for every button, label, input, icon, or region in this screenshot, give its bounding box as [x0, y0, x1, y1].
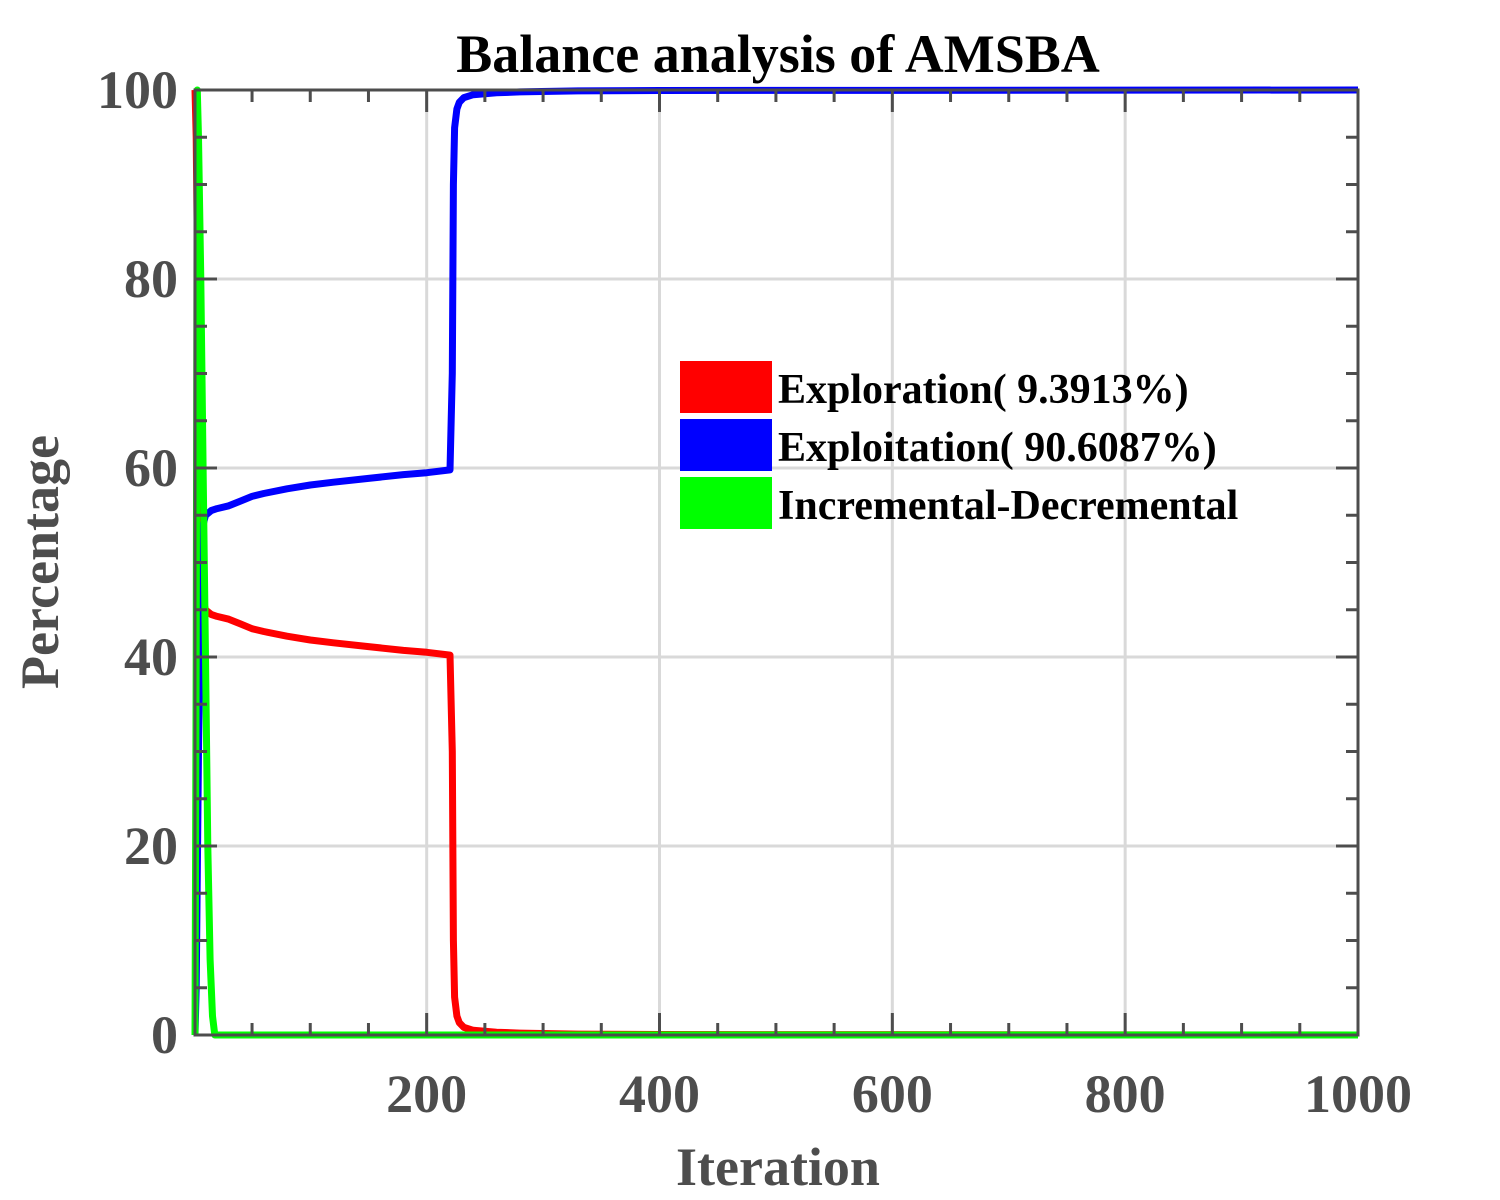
legend-label-exploration: Exploration( 9.3913%)	[778, 367, 1189, 413]
y-tick-label: 0	[151, 1005, 178, 1065]
tick-labels: 200 400 600 800 1000 0 20 40 60 80 100	[97, 60, 1412, 1124]
series-lines	[191, 86, 1359, 1039]
x-tick-label: 800	[1085, 1064, 1166, 1124]
x-tick-label: 200	[386, 1064, 467, 1124]
y-axis-label: Percentage	[10, 435, 70, 689]
y-tick-label: 100	[97, 60, 178, 120]
legend-label-exploitation: Exploitation( 90.6087%)	[778, 425, 1217, 471]
y-tick-label: 40	[124, 627, 178, 687]
x-tick-label: 400	[619, 1064, 700, 1124]
x-tick-label: 1000	[1304, 1064, 1412, 1124]
chart-title: Balance analysis of AMSBA	[456, 24, 1100, 84]
series-line-exploitation	[191, 86, 1359, 1036]
plot-frame	[193, 88, 1360, 1037]
legend-swatch-incremental-decremental	[680, 477, 772, 529]
series-line-exploration	[191, 89, 1359, 1039]
x-axis-label: Iteration	[676, 1137, 880, 1197]
legend-swatch-exploitation	[680, 419, 772, 471]
grid	[195, 88, 1360, 1037]
series-line-incremental-decremental	[191, 86, 1358, 1039]
y-tick-label: 80	[124, 249, 178, 309]
ticks	[195, 88, 1360, 1037]
legend: Exploration( 9.3913%) Exploitation( 90.6…	[680, 361, 1238, 529]
legend-swatch-exploration	[680, 361, 772, 413]
legend-label-incremental-decremental: Incremental-Decremental	[778, 483, 1238, 529]
y-tick-label: 60	[124, 438, 178, 498]
x-tick-label: 600	[852, 1064, 933, 1124]
y-tick-label: 20	[124, 816, 178, 876]
